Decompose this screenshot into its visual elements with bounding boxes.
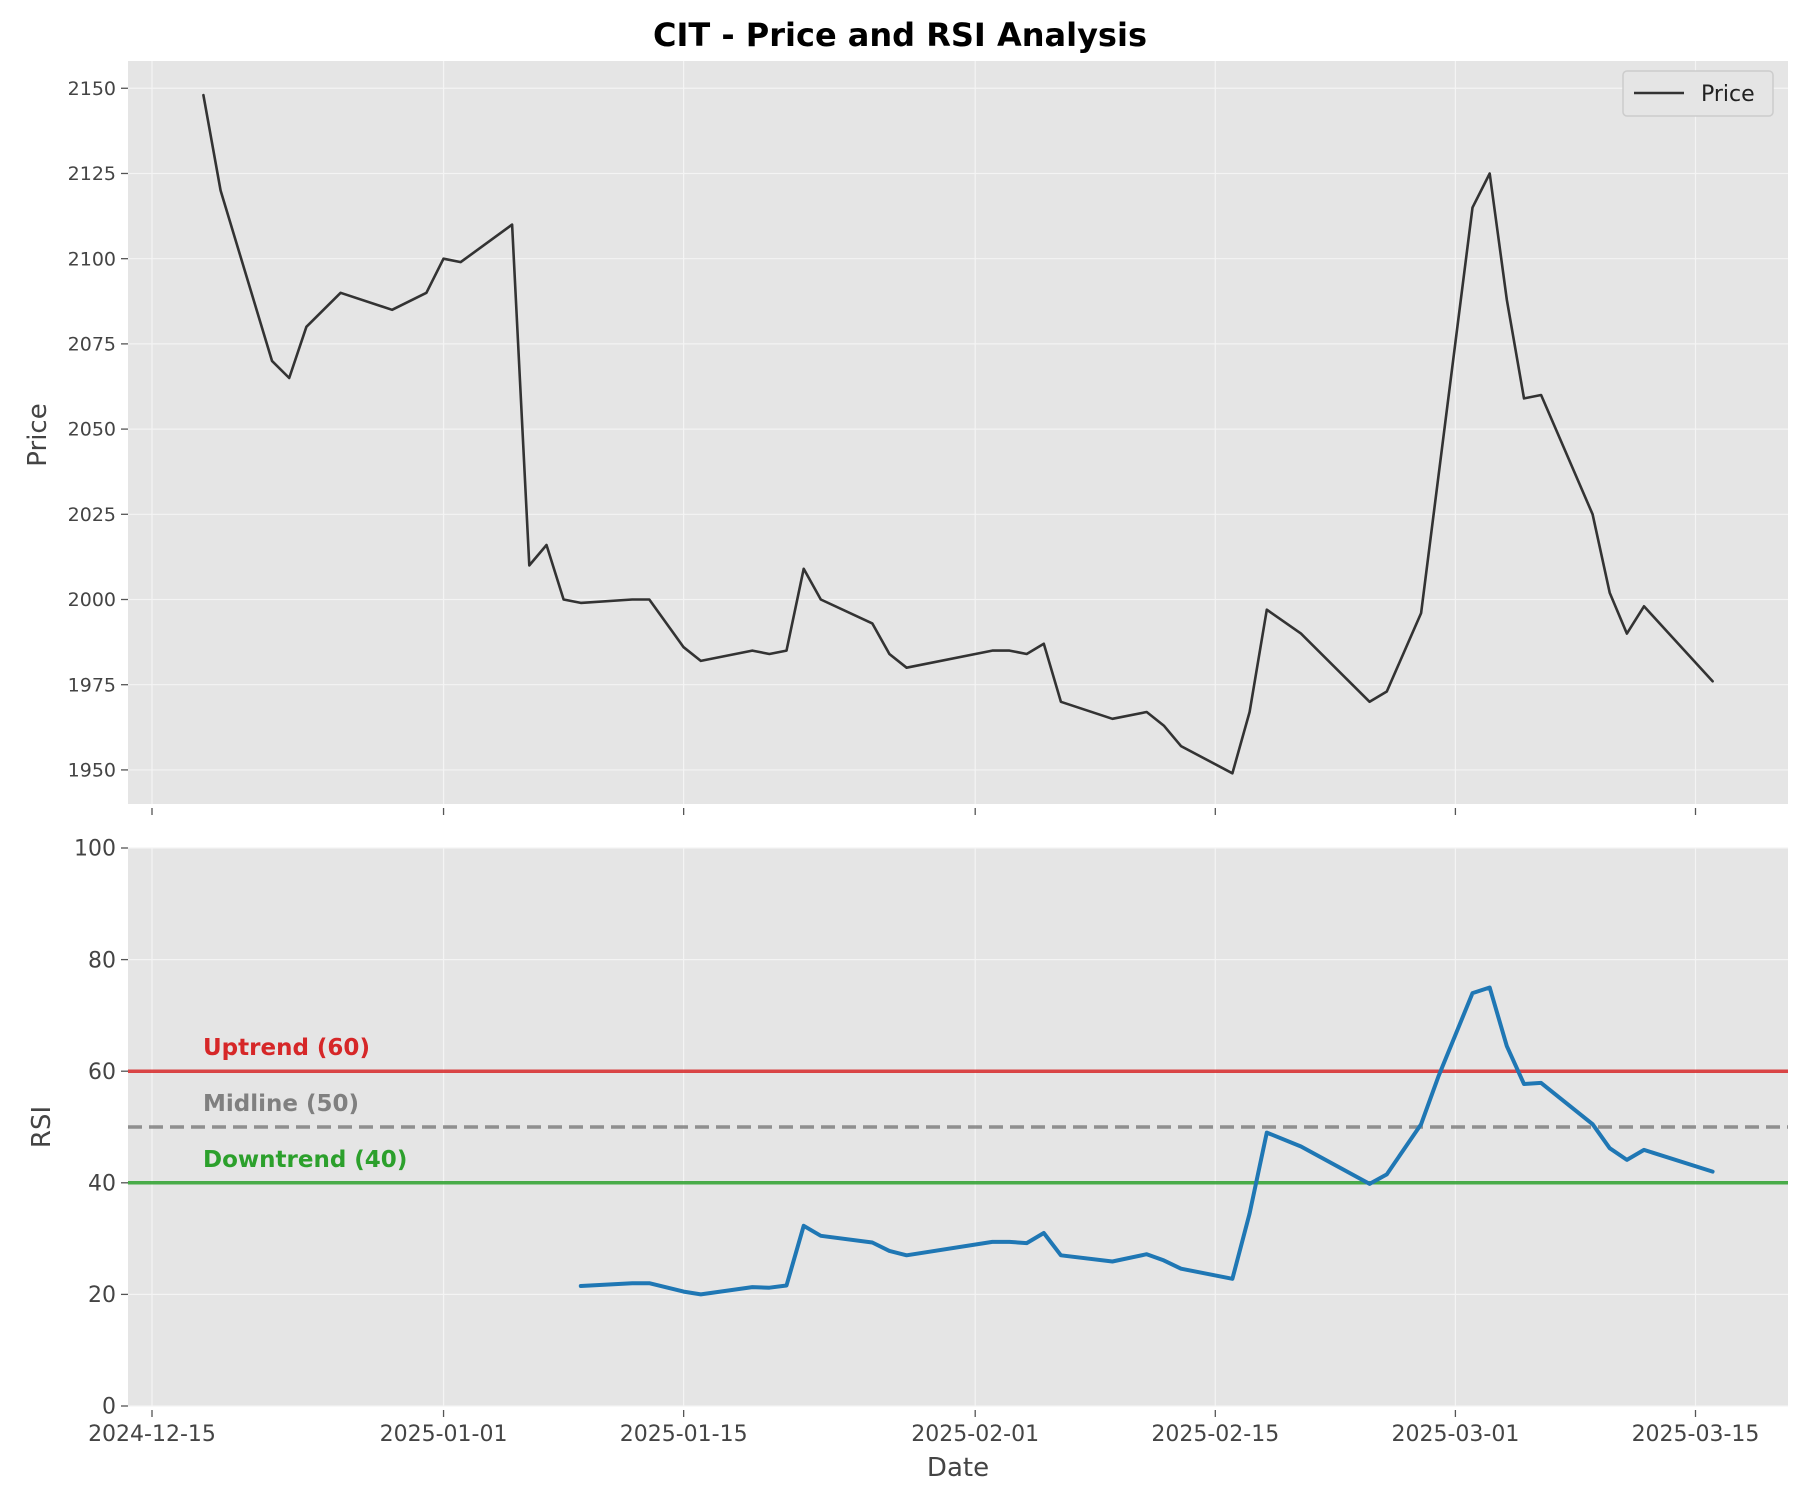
reference-line-label: Midline (50) xyxy=(203,1091,359,1117)
y-tick-label: 2125 xyxy=(68,163,116,185)
price-y-ticks: 1950 1975 2000 2025 2050 2075 2100 2125 2150 xyxy=(68,78,128,782)
y-tick-label: 100 xyxy=(74,837,116,862)
x-tick-label: 2025-02-15 xyxy=(1151,1422,1279,1447)
x-tick-label: 2025-01-15 xyxy=(620,1422,748,1447)
rsi-series xyxy=(578,985,1715,1297)
y-tick-label: 60 xyxy=(88,1060,116,1085)
y-tick-label: 80 xyxy=(88,948,116,973)
rsi-gridlines xyxy=(128,847,1788,1407)
y-tick-label: 2075 xyxy=(68,334,116,356)
price-series xyxy=(202,93,1714,775)
price-x-ticks xyxy=(151,808,1697,815)
y-tick-label: 0 xyxy=(102,1395,116,1420)
y-tick-label: 1975 xyxy=(68,674,116,696)
rsi-reference-lines: Uptrend (60) Midline (50) Downtrend (40) xyxy=(128,1035,1788,1185)
price-legend: Price xyxy=(1622,70,1774,117)
y-tick-label: 40 xyxy=(88,1172,116,1197)
legend-box xyxy=(1622,70,1774,117)
price-panel: 1950 1975 2000 2025 2050 2075 2100 2125 2150 Pri… xyxy=(23,61,1788,815)
reference-line-label: Downtrend (40) xyxy=(203,1147,407,1173)
y-tick-label: 2050 xyxy=(68,419,116,441)
x-axis-label: Date xyxy=(927,1453,989,1483)
reference-line-label: Uptrend (60) xyxy=(203,1035,370,1061)
series-line-price xyxy=(202,93,1714,775)
rsi-y-ticks: 0 20 40 60 80 100 xyxy=(74,837,128,1420)
price-y-axis-label: Price xyxy=(23,403,53,466)
legend-label-price: Price xyxy=(1701,82,1755,107)
x-tick-label: 2025-03-15 xyxy=(1632,1422,1760,1447)
price-plot-area xyxy=(128,61,1788,804)
price-gridlines xyxy=(128,61,1788,804)
y-tick-label: 20 xyxy=(88,1283,116,1308)
rsi-y-axis-label: RSI xyxy=(27,1106,57,1148)
x-tick-label: 2024-12-15 xyxy=(88,1422,216,1447)
y-tick-label: 2100 xyxy=(68,248,116,270)
y-tick-label: 2025 xyxy=(68,504,116,526)
y-tick-label: 2150 xyxy=(68,78,116,100)
rsi-x-ticks: 2024-12-15 2025-01-01 2025-01-15 2025-02-01… xyxy=(88,1410,1759,1447)
rsi-panel: 0 20 40 60 80 100 2024-12-15 2025-01-01 2025-01… xyxy=(27,837,1788,1483)
y-tick-label: 1950 xyxy=(68,760,116,782)
series-line-rsi xyxy=(578,985,1715,1297)
chart-title: CIT - Price and RSI Analysis xyxy=(653,16,1147,54)
x-tick-label: 2025-03-01 xyxy=(1391,1422,1519,1447)
x-tick-label: 2025-02-01 xyxy=(911,1422,1039,1447)
y-tick-label: 2000 xyxy=(68,589,116,611)
x-tick-label: 2025-01-01 xyxy=(380,1422,508,1447)
